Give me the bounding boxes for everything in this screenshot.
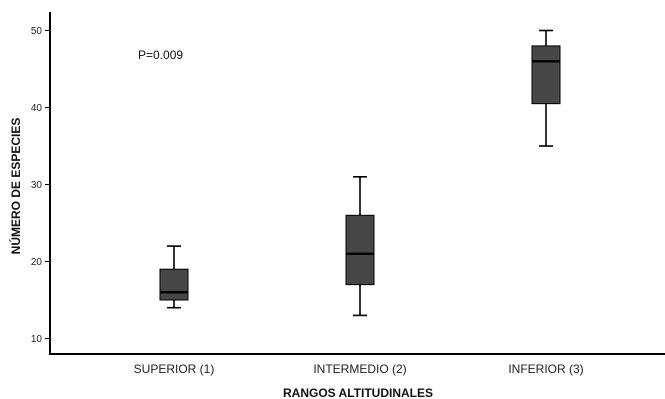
p-value-annotation: P=0.009 xyxy=(138,48,183,62)
y-tick-label: 30 xyxy=(31,180,43,191)
iqr-box xyxy=(159,268,189,301)
iqr-box xyxy=(531,45,561,105)
x-category-label: INFERIOR (3) xyxy=(508,362,583,376)
y-tick-label: 50 xyxy=(31,26,43,37)
box-series xyxy=(159,29,561,317)
x-category-label: SUPERIOR (1) xyxy=(134,362,215,376)
iqr-box xyxy=(345,214,375,286)
y-axis-ticks: 10 20 30 40 50 xyxy=(31,26,50,345)
x-axis-title: RANGOS ALTITUDINALES xyxy=(283,386,433,399)
y-tick-label: 10 xyxy=(31,334,43,345)
box-3 xyxy=(531,29,561,147)
y-tick-label: 20 xyxy=(31,257,43,268)
x-axis-category-labels: SUPERIOR (1) INTERMEDIO (2) INFERIOR (3) xyxy=(134,362,584,376)
x-category-label: INTERMEDIO (2) xyxy=(313,362,406,376)
y-axis-title: NÚMERO DE ESPECIES xyxy=(8,118,23,255)
box-2 xyxy=(345,176,375,317)
y-tick-label: 40 xyxy=(31,103,43,114)
box-1 xyxy=(159,245,189,309)
